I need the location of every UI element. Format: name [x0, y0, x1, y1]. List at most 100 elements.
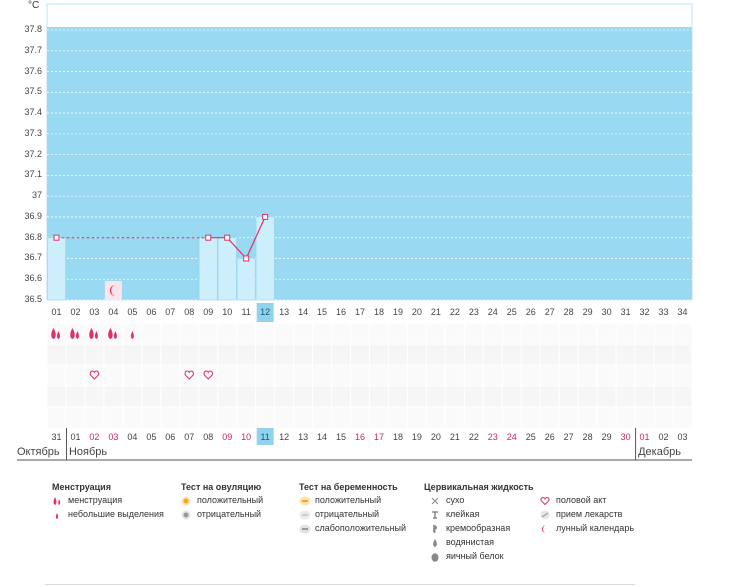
drop-small-icon [52, 510, 62, 520]
marker-cell [350, 364, 371, 387]
marker-cell [577, 322, 598, 345]
cycle-day-label[interactable]: 09 [203, 307, 214, 317]
cycle-day-label[interactable]: 28 [563, 307, 574, 317]
marker-cell [160, 364, 181, 387]
calendar-date-label: 10 [241, 432, 252, 442]
calendar-date-label: 07 [184, 432, 195, 442]
calendar-date-label: 20 [430, 432, 441, 442]
marker-cell [501, 364, 522, 387]
marker-cell [577, 343, 598, 366]
marker-cell [539, 322, 560, 345]
cycle-day-label[interactable]: 17 [354, 307, 365, 317]
cycle-day-label[interactable]: 14 [298, 307, 309, 317]
marker-cell [425, 385, 446, 408]
marker-cell [463, 385, 484, 408]
cycle-day-label[interactable]: 26 [525, 307, 536, 317]
cycle-day-label[interactable]: 24 [487, 307, 498, 317]
marker-cell [539, 385, 560, 408]
marker-cell [84, 364, 105, 387]
marker-cell [141, 406, 162, 429]
temperature-bar [199, 237, 218, 301]
marker-cell [501, 385, 522, 408]
cross-icon [430, 496, 440, 506]
cycle-day-label[interactable]: 06 [146, 307, 157, 317]
y-tick-label: 37.1 [24, 169, 42, 180]
cycle-day-label[interactable]: 02 [70, 307, 81, 317]
legend-item-sticky: клейкая [430, 509, 479, 520]
calendar-date-label: 26 [544, 432, 555, 442]
cycle-day-label[interactable]: 04 [108, 307, 119, 317]
marker-cell [406, 364, 427, 387]
marker-cell [482, 322, 503, 345]
marker-cell [406, 322, 427, 345]
marker-cell [387, 322, 408, 345]
water-drop-icon [430, 538, 440, 548]
cycle-day-label[interactable]: 05 [127, 307, 138, 317]
marker-cell [596, 385, 617, 408]
marker-cell [520, 343, 541, 366]
gray-stick-icon [299, 510, 311, 520]
cycle-day-label[interactable]: 11 [241, 307, 251, 317]
cycle-day-label[interactable]: 25 [506, 307, 517, 317]
legend-item-menstruation: менструация [52, 495, 122, 506]
calendar-date-label: 06 [165, 432, 176, 442]
marker-cell [672, 385, 693, 408]
menstruation-drop-icon [51, 328, 60, 339]
month-label: Декабрь [638, 446, 681, 458]
cycle-day-label[interactable]: 34 [677, 307, 688, 317]
cycle-day-label[interactable]: 23 [468, 307, 479, 317]
marker-cell [46, 322, 67, 345]
current-day-highlight [256, 303, 274, 322]
marker-cell [425, 364, 446, 387]
cycle-day-label[interactable]: 21 [430, 307, 441, 317]
marker-cell [141, 343, 162, 366]
cycle-day-label[interactable]: 27 [544, 307, 555, 317]
marker-cell [387, 343, 408, 366]
legend-item-pregnancy-faint: слабоположительный [299, 523, 406, 534]
marker-cell [350, 322, 371, 345]
cycle-day-label[interactable]: 12 [260, 307, 271, 317]
marker-cell [501, 343, 522, 366]
cycle-day-label[interactable]: 16 [336, 307, 347, 317]
legend-menstruation-title: Менструация [52, 482, 111, 492]
cycle-day-label[interactable]: 20 [411, 307, 422, 317]
cycle-day-label[interactable]: 10 [222, 307, 233, 317]
calendar-date-label: 17 [373, 432, 384, 442]
cycle-day-label[interactable]: 15 [317, 307, 328, 317]
marker-cell [406, 343, 427, 366]
cycle-day-label[interactable]: 13 [279, 307, 290, 317]
marker-cell [425, 406, 446, 429]
calendar-date-label: 28 [582, 432, 593, 442]
marker-cell [65, 343, 86, 366]
marker-cell [141, 364, 162, 387]
cycle-day-label[interactable]: 07 [165, 307, 176, 317]
calendar-date-label: 22 [468, 432, 479, 442]
cycle-day-label[interactable]: 30 [601, 307, 612, 317]
temperature-bar [47, 237, 66, 301]
cycle-day-label[interactable]: 32 [639, 307, 650, 317]
y-tick-label: 37.8 [24, 24, 42, 34]
cycle-day-label[interactable]: 33 [658, 307, 669, 317]
legend-item-pregnancy-negative: отрицательный [299, 509, 379, 520]
marker-cell [558, 343, 579, 366]
cycle-day-label[interactable]: 31 [620, 307, 631, 317]
marker-cell [596, 364, 617, 387]
calendar-date-label: 21 [449, 432, 460, 442]
cycle-day-label[interactable]: 03 [89, 307, 100, 317]
cycle-day-label[interactable]: 18 [373, 307, 384, 317]
cycle-day-label[interactable]: 22 [449, 307, 460, 317]
marker-cell [236, 343, 257, 366]
y-tick-label: 37 [31, 190, 42, 201]
marker-cell [65, 406, 86, 429]
cycle-day-label[interactable]: 29 [582, 307, 593, 317]
calendar-date-label: 03 [677, 432, 688, 442]
cycle-day-label[interactable]: 01 [51, 307, 62, 317]
cycle-day-label[interactable]: 08 [184, 307, 195, 317]
marker-cell [198, 385, 219, 408]
marker-cell [331, 364, 352, 387]
cycle-day-label[interactable]: 19 [392, 307, 403, 317]
y-tick-label: 36.6 [24, 273, 42, 284]
marker-cell [463, 364, 484, 387]
marker-cell [615, 343, 636, 366]
marker-cell [482, 343, 503, 366]
